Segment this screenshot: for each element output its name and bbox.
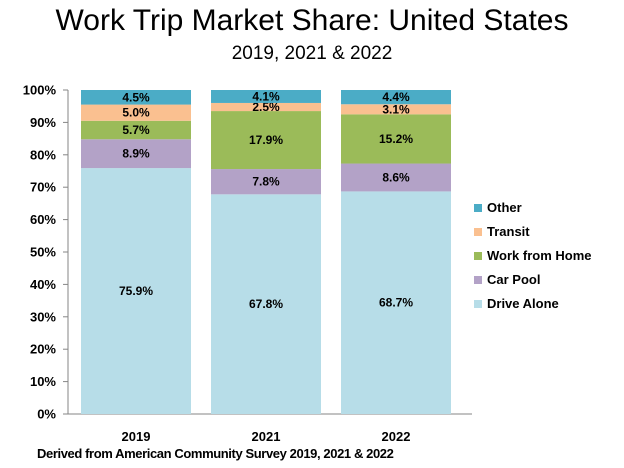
bar-segment: [211, 111, 321, 170]
data-label: 2.5%: [252, 100, 280, 114]
legend-label: Drive Alone: [487, 296, 559, 311]
y-tick-label: 20%: [30, 342, 56, 357]
data-label: 4.1%: [252, 89, 280, 103]
legend-label: Other: [487, 200, 522, 215]
x-tick-label: 2019: [122, 429, 151, 444]
y-axis: 0% 10% 20% 30% 40% 50% 60% 70% 80% 90% 100%: [23, 83, 69, 422]
data-label: 5.7%: [122, 123, 150, 137]
data-label: 8.6%: [382, 170, 410, 184]
legend-label: Car Pool: [487, 272, 540, 287]
bar-segment: [211, 90, 321, 103]
bar-stack-2021: 67.8% 7.8% 17.9% 2.5%4.1%: [211, 89, 321, 414]
bar-segment: [81, 168, 191, 414]
legend-swatch: [474, 228, 482, 236]
y-tick-label: 50%: [30, 245, 56, 260]
data-label: 7.8%: [252, 175, 280, 189]
data-label: 68.7%: [379, 296, 413, 310]
legend-swatch: [474, 204, 482, 212]
bar-segment: [81, 104, 191, 121]
data-label: 8.9%: [122, 147, 150, 161]
x-tick-label: 2022: [382, 429, 411, 444]
legend-label: Transit: [487, 224, 530, 239]
data-label: 15.2%: [379, 132, 413, 146]
bar-segment: [81, 139, 191, 169]
data-label: 67.8%: [249, 297, 283, 311]
bars: 75.9%8.9%5.7%5.0%4.5%67.8%7.8%17.9%2.5%4…: [81, 89, 451, 414]
data-label: 4.5%: [122, 90, 150, 104]
data-label: 4.4%: [382, 90, 410, 104]
bar-segment: [341, 191, 451, 414]
bar-stack-2022: 68.7% 8.6% 15.2% 3.1%4.4%: [341, 90, 451, 414]
x-axis: 2019 2021 2022: [68, 413, 472, 444]
legend-label: Work from Home: [487, 248, 592, 263]
y-tick-label: 40%: [30, 277, 56, 292]
bar-segment: [81, 90, 191, 105]
y-tick-label: 60%: [30, 212, 56, 227]
chart-title: Work Trip Market Share: United States: [55, 4, 569, 37]
bar-stack-2019: 75.9% 8.9% 5.7% 5.0% 4.5%: [81, 90, 191, 414]
y-tick-label: 90%: [30, 115, 56, 130]
bar-segment: [81, 120, 191, 140]
data-label: 17.9%: [249, 133, 283, 147]
legend-swatch: [474, 252, 482, 260]
legend-swatch: [474, 300, 482, 308]
data-label: 3.1%: [382, 102, 410, 116]
source-note: Derived from American Community Survey 2…: [37, 446, 394, 461]
bar-segment: [211, 194, 321, 414]
bar-segment: [341, 114, 451, 164]
x-tick-label: 2021: [252, 429, 281, 444]
chart-subtitle: 2019, 2021 & 2022: [231, 43, 393, 64]
bar-segment: [211, 102, 321, 112]
y-tick-label: 80%: [30, 147, 56, 162]
y-tick-label: 70%: [30, 180, 56, 195]
bar-segment: [341, 90, 451, 105]
legend: Other Transit Work from Home Car Pool Drive …: [474, 200, 592, 311]
bar-segment: [341, 104, 451, 115]
data-label: 5.0%: [122, 106, 150, 120]
y-tick-label: 10%: [30, 374, 56, 389]
bar-segment: [211, 169, 321, 195]
y-tick-label: 30%: [30, 309, 56, 324]
data-label: 75.9%: [119, 284, 153, 298]
legend-swatch: [474, 276, 482, 284]
y-tick-label: 0%: [37, 407, 56, 422]
y-tick-label: 100%: [23, 83, 57, 98]
bar-segment: [341, 163, 451, 192]
